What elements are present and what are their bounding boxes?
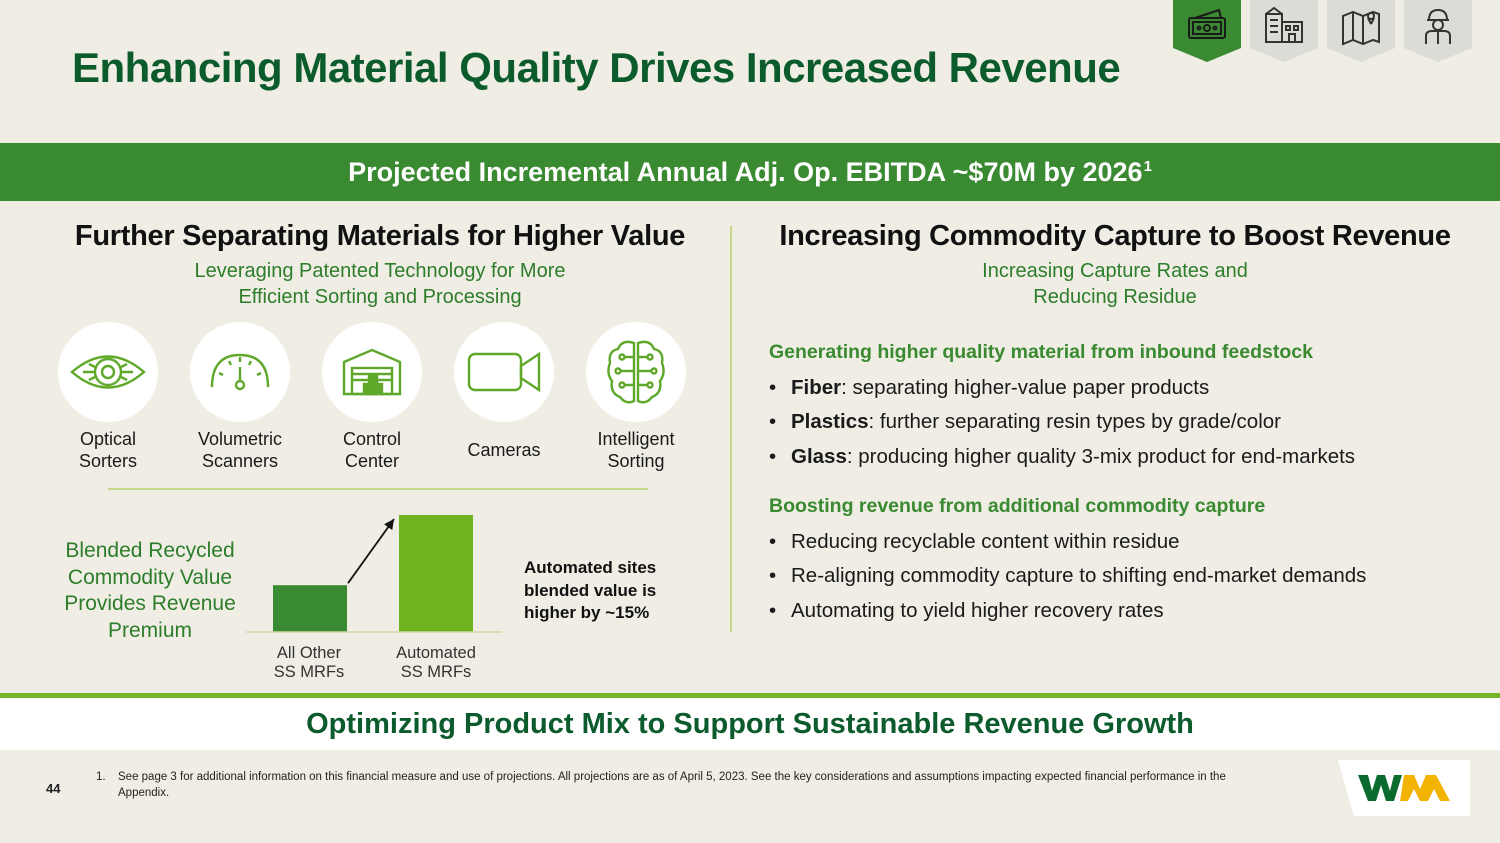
tab-people[interactable] [1404,0,1472,62]
automated-sites-note: Automated sites blended value is higher … [524,557,656,625]
page-number: 44 [46,781,61,796]
tech-label-line1: Control [342,429,402,449]
tab-facilities[interactable] [1250,0,1318,62]
bullet-text: : separating higher-value paper products [841,376,1210,399]
footer-banner: Optimizing Product Mix to Support Sustai… [0,698,1500,750]
section-title-feedstock: Generating higher quality material from … [769,341,1313,363]
tech-circle [322,322,422,422]
tech-label-line1: Intelligent [597,429,675,449]
note-line2: blended value is [524,580,657,600]
left-heading: Further Separating Materials for Higher … [74,220,686,252]
tech-label-line1: Volumetric [197,429,283,449]
commodity-bullet-list: Reducing recyclable content within resid… [769,525,1366,628]
tech-label: Volumetric Scanners [174,428,306,472]
right-subheading-line2: Reducing Residue [1033,286,1197,308]
ebitda-banner: Projected Incremental Annual Adj. Op. EB… [0,143,1500,201]
left-subheading-line2: Efficient Sorting and Processing [238,286,522,308]
blend-label-line4: Premium [107,618,192,642]
vertical-divider [730,226,732,632]
wm-logo [1338,760,1470,816]
money-icon [1188,8,1226,39]
tech-label-line2: Scanners [201,451,279,471]
bullet-fiber: Fiber: separating higher-value paper pro… [769,371,1355,406]
tech-volumetric-scanners: Volumetric Scanners [174,322,306,472]
right-subheading: Increasing Capture Rates and Reducing Re… [760,258,1470,310]
tech-optical-sorters: Optical Sorters [42,322,174,472]
warehouse-icon [342,348,402,396]
left-subheading: Leveraging Patented Technology for More … [40,258,720,310]
bullet-text: : further separating resin types by grad… [868,410,1282,434]
tech-intelligent-sorting: Intelligent Sorting [570,322,702,472]
tech-label-line2: Center [344,451,400,471]
tab-locations[interactable] [1327,0,1395,62]
blend-label-line2: Commodity Value [67,565,233,589]
left-subheading-line1: Leveraging Patented Technology for More [194,260,566,282]
footer-banner-text: Optimizing Product Mix to Support Sustai… [306,707,1194,740]
x-tick-label: All Other SS MRFs [249,644,369,682]
bullet-bold-term: Glass [791,444,847,468]
note-line3: higher by ~15% [524,603,650,622]
bullet-glass: Glass: producing higher quality 3-mix pr… [769,440,1356,475]
blended-value-label: Blended Recycled Commodity Value Provide… [40,538,260,644]
feedstock-bullet-list: Fiber: separating higher-value paper pro… [769,371,1355,474]
bullet-residue: Reducing recyclable content within resid… [769,525,1366,560]
increase-arrow-head [384,519,394,531]
bullet-text: : producing higher quality 3-mix product… [846,444,1356,468]
map-icon [1342,10,1380,46]
tech-circle [586,322,686,422]
tech-label-line2: Sorting [607,451,665,471]
right-heading: Increasing Commodity Capture to Boost Re… [779,220,1451,252]
eye-icon [70,355,146,389]
bar-1 [273,585,347,632]
worker-icon [1425,8,1451,44]
footnote: 1. See page 3 for additional information… [96,769,1236,801]
tech-label-line1: Optical [79,429,137,449]
blend-label-line1: Blended Recycled [65,539,235,562]
footnote-ref: 1 [1143,157,1152,175]
bullet-bold-term: Fiber [791,376,842,399]
gauge-icon [210,353,270,391]
right-subheading-line1: Increasing Capture Rates and [982,260,1248,282]
tech-label: Control Center [306,428,438,472]
tech-circle [454,322,554,422]
footnote-number: 1. [96,771,106,783]
tech-control-center: Control Center [306,322,438,472]
blend-label-line3: Provides Revenue [64,592,236,615]
building-icon [1265,6,1303,43]
tech-circle [190,322,290,422]
tech-cameras: Cameras [438,322,570,472]
increase-arrow [347,518,395,584]
tech-circle [58,322,158,422]
tab-financial[interactable] [1173,0,1241,62]
banner-text: Projected Incremental Annual Adj. Op. EB… [348,156,1143,187]
camera-icon [467,351,541,393]
tech-label: Intelligent Sorting [570,428,702,472]
bar-2 [399,515,473,632]
x-tick-label-line2: SS MRFs [400,663,472,681]
x-tick-label-line1: All Other [276,644,342,662]
bullet-bold-term: Plastics [791,410,869,434]
tech-label-line1: Cameras [467,440,541,460]
footnote-text: See page 3 for additional information on… [118,771,1226,799]
section-title-commodity-capture: Boosting revenue from additional commodi… [769,495,1266,517]
x-tick-label-line1: Automated [396,644,476,662]
section-nav-tabs [1173,0,1472,62]
tech-label: Optical Sorters [42,428,174,472]
page-title: Enhancing Material Quality Drives Increa… [72,44,1121,91]
x-tick-label-line2: SS MRFs [273,663,345,681]
tech-label: Cameras [438,428,570,472]
tech-label-line2: Sorters [78,451,138,471]
bullet-realigning: Re-aligning commodity capture to shiftin… [769,559,1366,594]
blended-value-bar-chart [246,515,502,633]
bullet-automating: Automating to yield higher recovery rate… [769,594,1366,629]
x-tick-label: Automated SS MRFs [376,644,496,682]
footer-accent-line [0,693,1500,698]
wm-logo-mark [1358,775,1450,801]
horizontal-divider [108,488,648,490]
bullet-plastics: Plastics: further separating resin types… [769,405,1355,440]
note-line1: Automated sites [524,558,657,577]
brain-icon [607,340,665,404]
